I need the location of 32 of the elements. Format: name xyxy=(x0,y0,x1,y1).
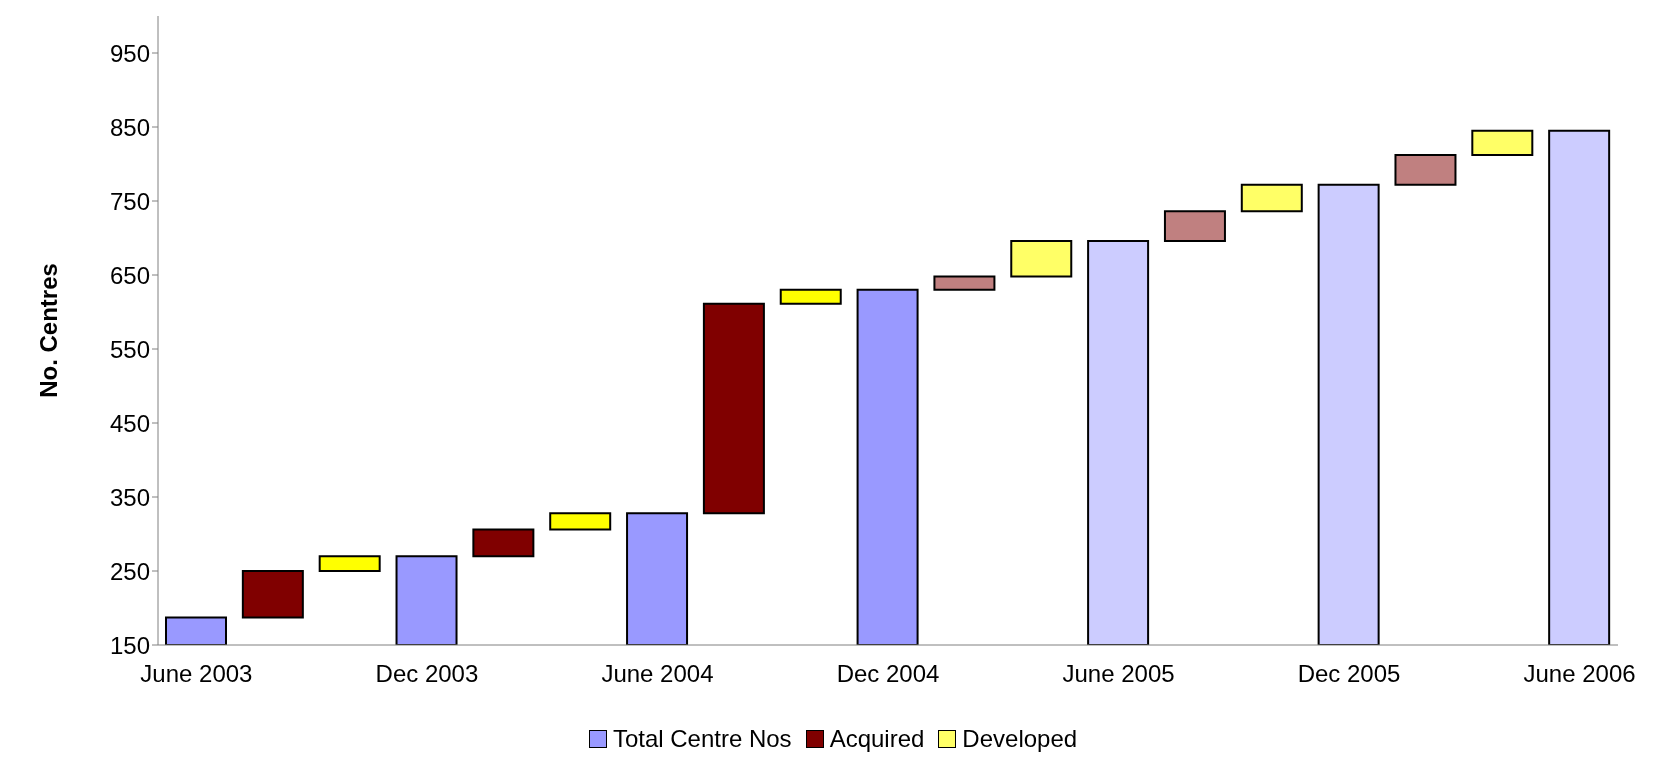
x-tick-label: June 2005 xyxy=(1062,660,1175,688)
bar xyxy=(1471,129,1534,157)
y-tick-label: 950 xyxy=(109,39,150,67)
y-tick-label: 450 xyxy=(109,409,150,437)
y-tick-label: 850 xyxy=(109,113,150,141)
y-tick-label: 650 xyxy=(109,261,150,289)
legend-label: Total Centre Nos xyxy=(612,725,792,753)
y-tick-label: 350 xyxy=(109,483,150,511)
bar xyxy=(318,555,381,572)
x-tick-label: June 2003 xyxy=(140,660,253,688)
bar xyxy=(933,275,996,291)
bar xyxy=(241,570,304,619)
legend-label: Acquired xyxy=(829,725,925,753)
x-tick-label: Dec 2003 xyxy=(375,660,479,688)
bar xyxy=(472,528,535,558)
legend-label: Developed xyxy=(962,725,1078,753)
x-tick-label: Dec 2004 xyxy=(836,660,940,688)
bar xyxy=(549,512,612,531)
bar xyxy=(1163,210,1226,242)
bar xyxy=(1240,183,1303,213)
x-tick-label: Dec 2005 xyxy=(1297,660,1401,688)
x-tick-label: June 2004 xyxy=(601,660,714,688)
bar xyxy=(702,302,765,515)
y-axis-title: No. Centres xyxy=(34,263,62,398)
y-tick-label: 150 xyxy=(109,631,150,659)
bar xyxy=(1394,154,1457,186)
y-tick-label: 250 xyxy=(109,557,150,585)
bar xyxy=(779,288,842,305)
y-tick-label: 750 xyxy=(109,187,150,215)
bar xyxy=(1010,239,1073,278)
y-tick-label: 550 xyxy=(109,335,150,363)
x-tick-label: June 2006 xyxy=(1523,660,1636,688)
